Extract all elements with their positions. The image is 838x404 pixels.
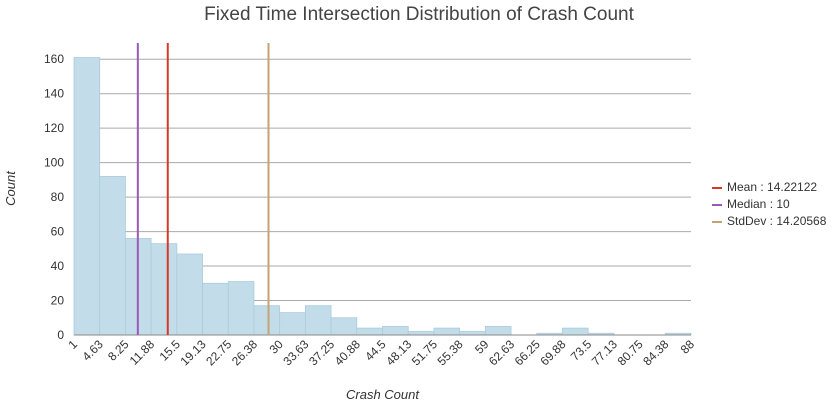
- legend-label-median: Median : 10: [727, 197, 790, 211]
- y-tick-label: 140: [44, 87, 64, 101]
- x-tick-label: 37.25: [306, 337, 337, 368]
- histogram-bar: [202, 282, 229, 336]
- x-tick-label: 51.75: [409, 337, 440, 368]
- x-tick-label: 62.63: [486, 337, 517, 368]
- legend-item-median[interactable]: Median : 10: [712, 197, 838, 214]
- histogram-bar: [433, 327, 461, 336]
- histogram-bar: [562, 327, 589, 336]
- histogram-bar: [459, 331, 486, 336]
- x-tick-label: 69.88: [537, 337, 568, 368]
- histogram-bar: [304, 305, 332, 336]
- legend-swatch-stddev: [712, 220, 722, 223]
- y-tick-label: 40: [51, 259, 65, 273]
- legend-label-mean: Mean : 14.22122: [727, 180, 818, 194]
- histogram-bar: [407, 331, 435, 336]
- x-tick-label: 40.88: [332, 337, 363, 368]
- histogram-bar: [253, 305, 281, 336]
- legend-label-stddev: StdDev : 14.20568: [727, 214, 827, 228]
- x-tick-label: 66.25: [512, 337, 543, 368]
- x-tick-label: 1: [65, 337, 80, 352]
- histogram-bar: [279, 312, 306, 336]
- x-tick-label: 26.38: [229, 337, 260, 368]
- x-tick-label: 22.75: [203, 337, 234, 368]
- legend-swatch-mean: [712, 186, 722, 189]
- legend-swatch-median: [712, 203, 722, 206]
- chart-title: Fixed Time Intersection Distribution of …: [204, 4, 634, 25]
- x-tick-label: 80.75: [615, 337, 646, 368]
- x-tick-label: 48.13: [383, 337, 414, 368]
- x-tick-label: 30: [266, 337, 286, 357]
- legend: Mean : 14.22122 Median : 10 StdDev : 14.…: [712, 180, 838, 231]
- histogram-bar: [73, 57, 101, 336]
- x-tick-label: 55.38: [435, 337, 466, 368]
- histogram-bar: [330, 317, 358, 336]
- histogram-bar: [99, 176, 126, 336]
- histogram-bar: [484, 325, 512, 336]
- x-tick-label: 19.13: [178, 337, 209, 368]
- x-axis-title: Crash Count: [346, 387, 420, 402]
- histogram-bar: [356, 327, 383, 336]
- y-tick-label: 80: [51, 190, 65, 204]
- legend-item-mean[interactable]: Mean : 14.22122: [712, 180, 838, 197]
- x-tick-label: 11.88: [127, 337, 158, 368]
- y-tick-label: 160: [44, 52, 64, 66]
- histogram-bar: [227, 281, 255, 336]
- x-tick-label: 84.38: [640, 337, 671, 368]
- x-tick-label: 4.63: [79, 337, 106, 364]
- x-tick-label: 88: [678, 337, 698, 357]
- x-tick-label: 77.13: [589, 337, 620, 368]
- y-tick-label: 20: [51, 294, 65, 308]
- histogram-bar: [150, 243, 178, 336]
- x-tick-label: 33.63: [280, 337, 311, 368]
- y-tick-label: 100: [44, 156, 64, 170]
- histogram-bar: [382, 325, 409, 336]
- y-tick-label: 0: [57, 328, 64, 342]
- legend-item-stddev[interactable]: StdDev : 14.20568: [712, 214, 838, 231]
- histogram-bar: [176, 253, 203, 336]
- y-tick-label: 120: [44, 121, 64, 135]
- y-axis-title: Count: [3, 170, 18, 206]
- y-tick-label: 60: [51, 225, 65, 239]
- x-tick-label: 59: [472, 337, 492, 357]
